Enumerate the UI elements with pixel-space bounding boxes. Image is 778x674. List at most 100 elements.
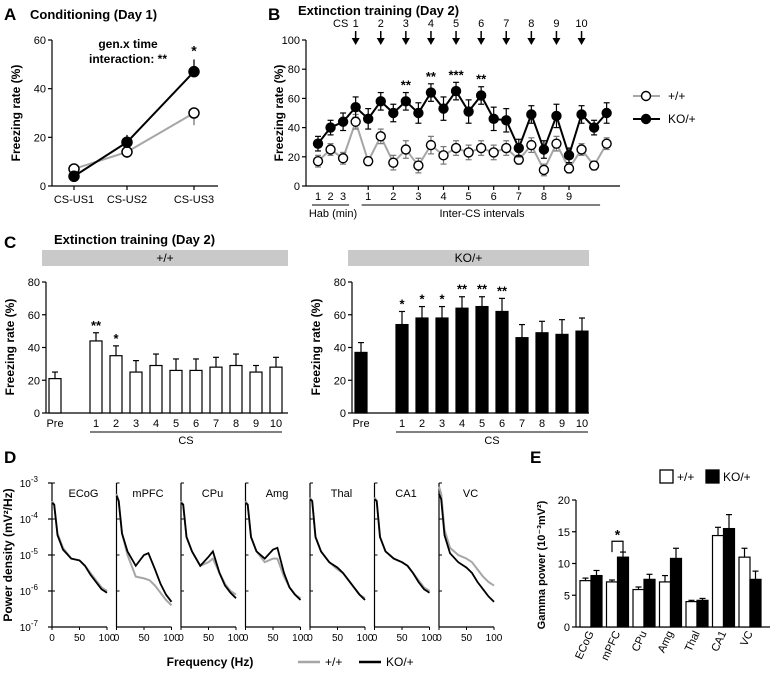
chart-b-point <box>375 96 386 107</box>
chart-b-point <box>325 144 336 155</box>
chart-b-cs-arrow-head <box>426 38 435 45</box>
chart-d-curve-ko <box>115 495 173 603</box>
chart-e-bar <box>738 556 751 628</box>
panel-letter-c: C <box>4 233 16 252</box>
chart-b-legend-marker <box>640 90 652 102</box>
chart-d-x-tick-label: 0 <box>49 633 55 644</box>
chart-d-curve-wt <box>438 486 495 587</box>
chart-d-legend-label-wt: +/+ <box>325 655 342 669</box>
chart-d-x-tick-label: 50 <box>267 633 279 644</box>
chart-e-y-tick-label: 5 <box>564 590 570 602</box>
chart-c-ko-significance-star: * <box>419 292 425 307</box>
chart-a-conditioning: 0 20 40 60 CS-US1 CS-US2 CS-US3 Freezing rate (… <box>9 35 218 206</box>
chart-d-power-spectra: 10-3 10-4 10-5 10-6 10-7 Power density (mV²/H… <box>1 475 503 669</box>
chart-c-wt-x-tick-label: 10 <box>270 418 282 430</box>
chart-c-ko-y-tick-label: 40 <box>334 343 346 355</box>
chart-b-point <box>475 90 487 101</box>
chart-b-point <box>576 144 587 155</box>
chart-b-point <box>325 122 336 133</box>
chart-c-wt-bar <box>89 340 103 414</box>
chart-c-ko-ylabel: Freezing rate (%) <box>309 299 323 396</box>
chart-c-wt-group-header <box>42 250 288 266</box>
panel-b-cs-label: CS <box>333 18 348 30</box>
chart-e-bar <box>590 574 603 628</box>
chart-e-legend-label-ko: KO/+ <box>723 470 751 484</box>
chart-b-cs-arrow-head <box>401 38 410 45</box>
chart-b-significance-star: ** <box>401 78 412 93</box>
chart-d-region-label: Amg <box>266 488 289 500</box>
chart-d-x-tick-label: 50 <box>461 633 473 644</box>
chart-d-x-tick-label: 0 <box>243 633 249 644</box>
chart-c-ko-x-tick-label: 3 <box>439 418 445 430</box>
panel-letter-d: D <box>4 448 16 467</box>
chart-d-x-tick-label: 100 <box>486 633 503 644</box>
chart-c-ko-bar <box>475 305 489 414</box>
chart-b-point <box>438 103 449 114</box>
chart-b-cs-number: 2 <box>378 18 384 30</box>
chart-c-wt-x-tick-label: 1 <box>93 418 99 430</box>
chart-b-cs-arrow-head <box>351 38 360 45</box>
chart-e-bar <box>711 534 725 628</box>
chart-d-x-tick-label: 0 <box>436 633 442 644</box>
chart-c-wt-x-tick-label: 2 <box>113 418 119 430</box>
chart-b-point <box>488 147 499 158</box>
chart-c-wt-x-tick-label: Pre <box>46 418 63 430</box>
chart-b-cs-arrow-head <box>452 38 461 45</box>
chart-c-ko-x-tick-label: Pre <box>352 418 369 430</box>
chart-e-y-tick-label: 20 <box>558 495 570 507</box>
chart-c-wt-x-tick-label: 5 <box>173 418 179 430</box>
chart-b-inter-tick-label: 7 <box>516 191 522 203</box>
chart-e-y-tick-label: 15 <box>558 527 570 539</box>
chart-c-ko-x-tick-label: 8 <box>539 418 545 430</box>
chart-a-point <box>121 136 133 148</box>
chart-c-wt-group-label: +/+ <box>156 251 173 265</box>
chart-d-curve-wt <box>51 500 108 592</box>
chart-c-wt-bar <box>209 366 223 414</box>
chart-b-inter-tick-label: 9 <box>566 191 572 203</box>
chart-b-significance-star: ** <box>476 72 487 87</box>
chart-c-ko-bar <box>535 332 549 414</box>
chart-d-ylabel: Power density (mV²/Hz) <box>1 488 15 621</box>
chart-d-x-tick-label: 100 <box>163 633 180 644</box>
panel-c-title: Extinction training (Day 2) <box>54 232 215 247</box>
chart-b-hab-tick-label: 3 <box>340 191 346 203</box>
chart-b-point <box>350 116 361 127</box>
chart-d-x-tick-label: 0 <box>372 633 378 644</box>
chart-a-point <box>188 65 200 78</box>
chart-c-wt-bar <box>129 371 143 414</box>
chart-b-cs-number: 6 <box>478 18 484 30</box>
chart-b-point <box>551 138 562 149</box>
chart-d-region-label: CA1 <box>395 488 416 500</box>
chart-d-xlabel: Frequency (Hz) <box>167 655 254 669</box>
chart-e-ylabel: Gamma power (10⁻³mV²) <box>536 500 548 629</box>
chart-b-ylabel: Freezing rate (%) <box>272 65 286 162</box>
chart-b-cs-arrow-head <box>527 38 536 45</box>
chart-d-curve-ko <box>309 498 366 601</box>
chart-d-curve-wt <box>309 496 366 600</box>
chart-b-y-tick-label: 100 <box>282 35 300 47</box>
chart-d-x-tick-label: 100 <box>99 633 116 644</box>
chart-b-point <box>363 113 374 125</box>
chart-b-point <box>538 144 550 155</box>
chart-b-point <box>450 85 462 97</box>
chart-b-cs-number: 10 <box>575 18 587 30</box>
chart-d-x-tick-label: 50 <box>203 633 215 644</box>
panel-letter-e: E <box>530 448 541 467</box>
panel-letter-a: A <box>4 5 16 24</box>
chart-d-region-label: mPFC <box>132 488 163 500</box>
chart-b-point <box>601 138 612 149</box>
chart-c-wt-bar <box>229 364 243 414</box>
chart-b-point <box>501 115 512 126</box>
chart-e-bar <box>658 581 672 628</box>
chart-b-legend-label: +/+ <box>668 89 685 103</box>
chart-e-x-tick-label: Amg <box>656 629 676 655</box>
chart-a-point <box>68 170 80 183</box>
chart-c-wt-x-tick-label: 6 <box>193 418 199 430</box>
chart-b-point <box>337 116 349 127</box>
chart-e-bar <box>696 599 709 628</box>
chart-c-ko-x-tick-label: 9 <box>559 418 565 430</box>
chart-b-point <box>463 106 474 117</box>
chart-c-wt-y-tick-label: 20 <box>28 375 40 387</box>
chart-c-wt-x-tick-label: 3 <box>133 418 139 430</box>
